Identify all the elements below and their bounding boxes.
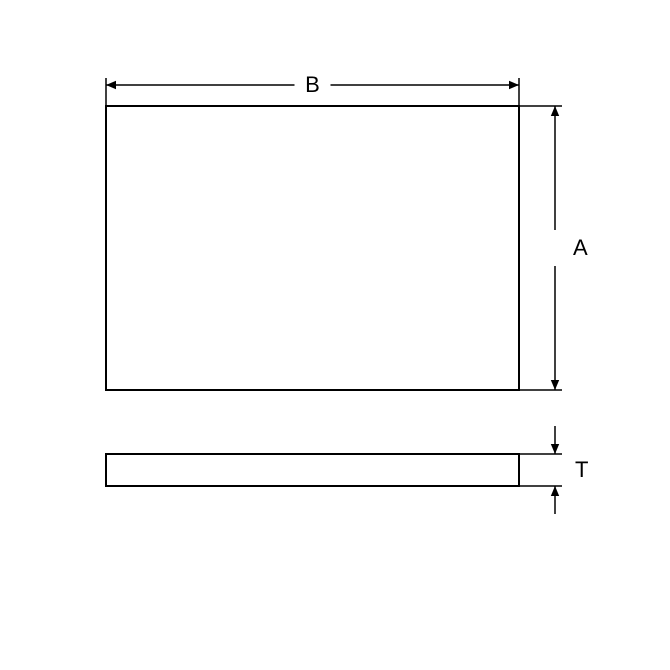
dim-b-label: B — [305, 72, 320, 97]
dim-t-label: T — [575, 457, 588, 482]
side-rectangle — [106, 454, 519, 486]
main-rectangle — [106, 106, 519, 390]
dim-a-label: A — [573, 235, 588, 260]
